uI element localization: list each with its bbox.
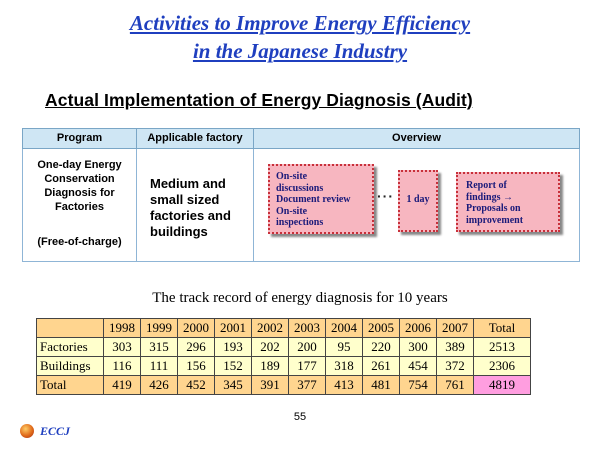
program-header: Program — [22, 128, 137, 149]
applicable-factory-text: Medium and small sized factories and bui… — [150, 176, 231, 240]
year-header: 2000 — [177, 318, 215, 338]
factory-line: factories and — [150, 208, 231, 223]
table-cell: 372 — [436, 356, 474, 376]
table-cell: 754 — [399, 375, 437, 395]
table-cell: 318 — [325, 356, 363, 376]
table-cell: 315 — [140, 337, 178, 357]
table-cell: 200 — [288, 337, 326, 357]
program-note: (Free-of-charge) — [37, 236, 122, 248]
table-divider — [22, 261, 580, 262]
program-name: One-day Energy Conservation Diagnosis fo… — [22, 158, 137, 214]
row-total-cell: 2306 — [473, 356, 531, 376]
table-cell: 202 — [251, 337, 289, 357]
overview-cell — [253, 149, 580, 262]
flow-step-line: On-site — [276, 205, 308, 217]
year-header: 2001 — [214, 318, 252, 338]
table-cell: 419 — [103, 375, 141, 395]
flow-step-line: improvement — [466, 214, 524, 226]
factory-line: Medium and — [150, 176, 226, 191]
flow-step-line: discussions — [276, 182, 324, 194]
table-cell: 761 — [436, 375, 474, 395]
table-cell: 426 — [140, 375, 178, 395]
section-subtitle: Actual Implementation of Energy Diagnosi… — [45, 90, 473, 110]
table-row-buildings: Buildings 116 111 156 152 189 177 318 26… — [36, 356, 531, 376]
program-name-line: One-day Energy — [37, 159, 122, 171]
flow-step-duration: 1 day — [398, 170, 438, 232]
table-cell: 156 — [177, 356, 215, 376]
year-header: 1999 — [140, 318, 178, 338]
program-name-line: Factories — [55, 201, 104, 213]
flow-step-line: inspections — [276, 217, 324, 228]
table-cell: 261 — [362, 356, 400, 376]
track-record-title: The track record of energy diagnosis for… — [152, 290, 448, 306]
page-title-line1: Activities to Improve Energy Efficiency — [129, 11, 471, 35]
grand-total-cell: 4819 — [473, 375, 531, 395]
table-cell: 189 — [251, 356, 289, 376]
year-header: 2002 — [251, 318, 289, 338]
table-cell: 152 — [214, 356, 252, 376]
eccj-logo-icon — [20, 424, 34, 438]
factory-line: small sized — [150, 192, 220, 207]
table-cell: 303 — [103, 337, 141, 357]
flow-step-line: Document review — [276, 194, 351, 205]
year-header: 2007 — [436, 318, 474, 338]
table-cell: 296 — [177, 337, 215, 357]
flow-step-line: findings → — [466, 191, 513, 203]
table-cell: 111 — [140, 356, 178, 376]
overview-header: Overview — [253, 128, 580, 149]
table-cell: 220 — [362, 337, 400, 357]
table-cell: 177 — [288, 356, 326, 376]
page-title-line2: in the Japanese Industry — [192, 39, 408, 63]
track-record-table: 1998 1999 2000 2001 2002 2003 2004 2005 … — [36, 318, 531, 395]
table-cell: 345 — [214, 375, 252, 395]
program-table: Program Applicable factory Overview One-… — [22, 128, 580, 262]
table-cell: 452 — [177, 375, 215, 395]
table-cell: 391 — [251, 375, 289, 395]
table-cell: 95 — [325, 337, 363, 357]
flow-step-line: Report of — [466, 180, 507, 191]
year-header: 2003 — [288, 318, 326, 338]
table-cell: 413 — [325, 375, 363, 395]
row-label: Total — [36, 375, 104, 395]
flow-step-onsite: On-site discussions Document review On-s… — [268, 164, 374, 234]
table-cell: 300 — [399, 337, 437, 357]
applicable-factory-header: Applicable factory — [136, 128, 254, 149]
row-label: Factories — [36, 337, 104, 357]
table-row-total: Total 419 426 452 345 391 377 413 481 75… — [36, 375, 531, 395]
year-header: 2005 — [362, 318, 400, 338]
eccj-logo-text: ECCJ — [40, 424, 71, 438]
table-header-row: 1998 1999 2000 2001 2002 2003 2004 2005 … — [36, 318, 531, 338]
flow-step-line: On-site — [276, 171, 308, 182]
page-number: 55 — [293, 411, 307, 423]
year-header: 2004 — [325, 318, 363, 338]
table-cell: 481 — [362, 375, 400, 395]
table-corner-cell — [36, 318, 104, 338]
table-cell: 116 — [103, 356, 141, 376]
program-name-line: Conservation — [44, 173, 115, 185]
year-header: 1998 — [103, 318, 141, 338]
program-name-line: Diagnosis for — [44, 187, 115, 199]
table-cell: 193 — [214, 337, 252, 357]
year-header: 2006 — [399, 318, 437, 338]
total-header: Total — [473, 318, 531, 338]
row-label: Buildings — [36, 356, 104, 376]
table-row-factories: Factories 303 315 296 193 202 200 95 220… — [36, 337, 531, 357]
table-cell: 377 — [288, 375, 326, 395]
row-total-cell: 2513 — [473, 337, 531, 357]
flow-connector: ··· — [377, 188, 394, 204]
flow-step-line: Proposals on — [466, 203, 521, 214]
factory-line: buildings — [150, 224, 208, 239]
flow-step-report: Report of findings → Proposals on improv… — [456, 172, 560, 232]
table-cell: 389 — [436, 337, 474, 357]
table-cell: 454 — [399, 356, 437, 376]
